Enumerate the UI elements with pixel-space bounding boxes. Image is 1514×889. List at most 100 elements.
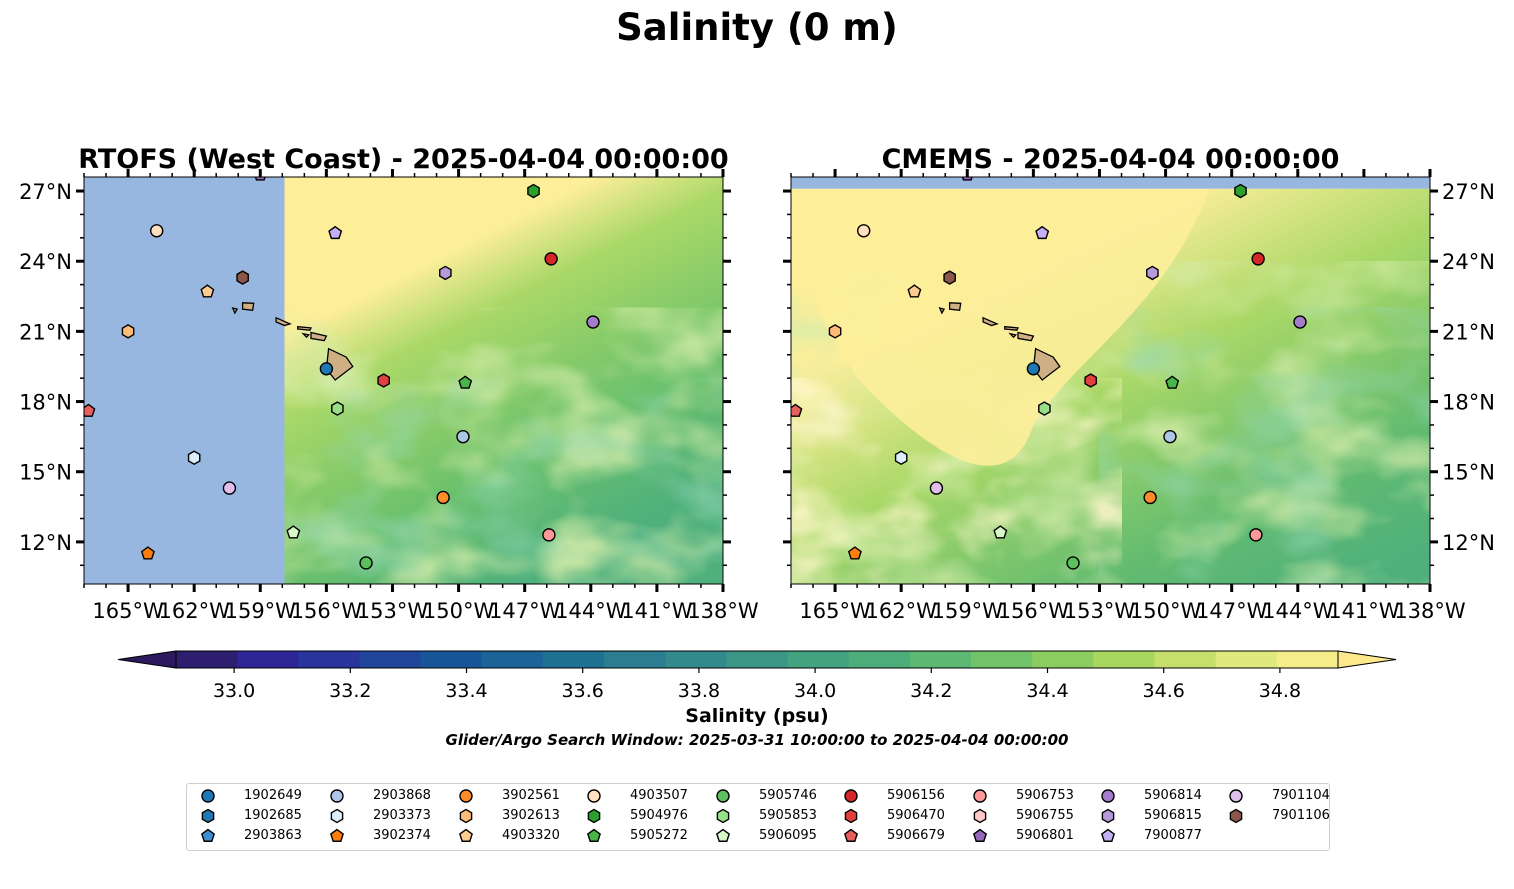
legend-label: 2903373 xyxy=(373,808,431,823)
float-marker-1902649 xyxy=(1026,362,1041,376)
float-marker-3902374 xyxy=(140,546,155,560)
y-tick-label: 15°N xyxy=(19,461,72,485)
legend-marker-5906755 xyxy=(973,808,987,824)
circle-marker-icon xyxy=(973,789,987,803)
hexagon-marker-icon xyxy=(201,808,215,824)
colorbar-label: Salinity (psu) xyxy=(685,705,828,727)
colorbar-bin xyxy=(604,651,666,668)
no-data-region xyxy=(791,177,1430,189)
hexagon-marker-icon xyxy=(459,808,473,824)
float-marker-7901106 xyxy=(943,270,956,285)
x-tick-label: 141°W xyxy=(1328,599,1400,623)
colorbar-bin xyxy=(848,651,911,668)
float-marker-2903373 xyxy=(187,450,201,465)
legend-marker-7901106 xyxy=(1229,808,1243,824)
float-marker-4903320 xyxy=(200,284,215,298)
legend-label: 5906095 xyxy=(759,828,817,843)
x-tick-label: 144°W xyxy=(1262,599,1334,623)
legend-marker-5906156 xyxy=(844,789,858,803)
float-marker-7900877 xyxy=(328,225,343,240)
legend-marker-2903868 xyxy=(330,789,344,803)
float-marker-5906679 xyxy=(84,403,96,417)
circle-marker-icon xyxy=(716,789,730,803)
float-marker-5906470 xyxy=(1084,373,1097,388)
float-marker-2903868 xyxy=(1163,429,1177,444)
y-tick-label: 18°N xyxy=(1442,391,1495,415)
colorbar-frame xyxy=(175,650,1339,669)
colorbar-bin xyxy=(298,651,360,668)
float-marker-5904976 xyxy=(527,183,540,199)
x-tick-label: 150°W xyxy=(423,599,495,623)
legend-marker-5906095 xyxy=(716,828,730,842)
hexagon-marker-icon xyxy=(1101,808,1115,824)
x-tick-label: 165°W xyxy=(92,599,164,623)
float-marker-5905853 xyxy=(331,401,344,416)
circle-marker-icon xyxy=(1101,789,1115,803)
legend-marker-2903863 xyxy=(201,828,215,842)
legend-label: 5905746 xyxy=(759,788,817,803)
legend-marker-5905272 xyxy=(587,828,601,842)
legend-label: 3902561 xyxy=(502,788,560,803)
float-marker-7900877 xyxy=(1035,225,1050,240)
y-tick-label: 18°N xyxy=(19,391,72,415)
legend-marker-5904976 xyxy=(587,808,601,824)
x-tick-label: 162°W xyxy=(158,599,230,623)
legend-marker-5906815 xyxy=(1101,808,1115,824)
legend-marker-4903320 xyxy=(459,828,473,842)
colorbar-bin xyxy=(481,651,544,668)
y-tick-label: 24°N xyxy=(1442,250,1495,274)
panel-title: RTOFS (West Coast) - 2025-04-04 00:00:00 xyxy=(78,144,728,175)
float-marker-5906156 xyxy=(1251,252,1265,266)
legend-marker-4903507 xyxy=(587,789,601,803)
legend-label: 5904976 xyxy=(630,808,688,823)
pentagon-marker-icon xyxy=(201,828,215,842)
float-marker-2903373 xyxy=(894,450,908,465)
float-marker-5906679 xyxy=(791,403,803,417)
legend-marker-2903373 xyxy=(330,808,344,824)
float-marker-5905272 xyxy=(458,375,473,389)
legend-label: 5906470 xyxy=(887,808,945,823)
circle-marker-icon xyxy=(844,789,858,803)
float-marker-5905272 xyxy=(1165,375,1180,389)
hexagon-marker-icon xyxy=(330,808,344,824)
y-tick-label: 24°N xyxy=(19,250,72,274)
map-frame xyxy=(83,176,724,585)
legend-label: 4903320 xyxy=(502,828,560,843)
pentagon-marker-icon xyxy=(587,828,601,842)
y-tick-label: 21°N xyxy=(19,320,72,344)
colorbar-bin xyxy=(787,651,850,668)
y-tick-label: 21°N xyxy=(1442,320,1495,344)
x-tick-label: 162°W xyxy=(865,599,937,623)
legend-label: 3902374 xyxy=(373,828,431,843)
float-marker-5906814 xyxy=(586,315,600,329)
legend-label: 7901104 xyxy=(1272,788,1330,803)
pentagon-marker-icon xyxy=(844,828,858,842)
x-tick-label: 147°W xyxy=(1196,599,1268,623)
float-marker-5906470 xyxy=(377,373,390,388)
colorbar-tick-label: 33.0 xyxy=(213,680,255,702)
colorbar-extend-under xyxy=(117,650,177,669)
float-marker-3902613 xyxy=(828,324,842,339)
float-marker-3902561 xyxy=(436,490,450,505)
pentagon-marker-icon xyxy=(459,828,473,842)
float-marker-5905746 xyxy=(1066,556,1080,570)
legend-marker-5906814 xyxy=(1101,789,1115,803)
circle-marker-icon xyxy=(330,789,344,803)
float-marker-5906095 xyxy=(993,525,1008,539)
hexagon-marker-icon xyxy=(844,808,858,824)
float-marker-4903507 xyxy=(857,224,871,238)
x-tick-label: 144°W xyxy=(555,599,627,623)
figure-title: Salinity (0 m) xyxy=(616,6,898,49)
colorbar-bin xyxy=(1215,651,1278,668)
legend-label: 2903868 xyxy=(373,788,431,803)
float-marker-5906095 xyxy=(286,525,301,539)
colorbar-bin xyxy=(665,651,727,668)
colorbar-tick-label: 33.4 xyxy=(445,680,487,702)
legend-label: 4903507 xyxy=(630,788,688,803)
float-marker-5905853 xyxy=(1038,401,1051,416)
colorbar-bin xyxy=(971,651,1033,668)
legend-label: 1902685 xyxy=(244,808,302,823)
colorbar-bin xyxy=(909,651,972,668)
legend-marker-5906679 xyxy=(844,828,858,842)
legend-marker-7900877 xyxy=(1101,828,1115,842)
